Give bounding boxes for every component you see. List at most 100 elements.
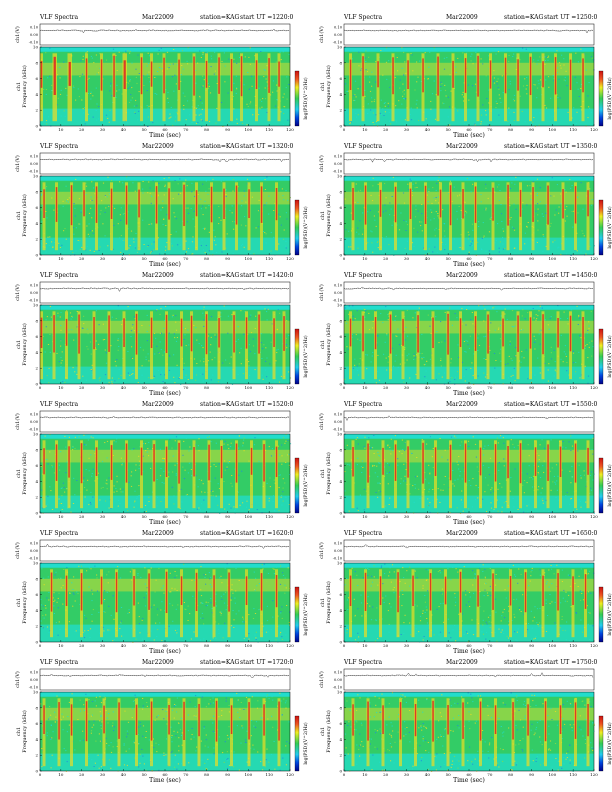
spectrogram-speckle	[526, 225, 528, 227]
spectrogram-speckle	[262, 98, 264, 100]
trace-frame	[39, 23, 291, 46]
spectrogram-speckle	[559, 435, 561, 437]
spectrogram-speckle	[267, 308, 269, 310]
spectrogram-speckle	[488, 467, 490, 469]
spectrogram-speckle	[354, 201, 356, 203]
spectrogram-speckle	[537, 208, 539, 210]
spectrogram-speckle	[252, 338, 254, 340]
spectrogram-speckle	[550, 222, 552, 224]
spectrogram-speckle	[541, 439, 543, 441]
spectrogram-speckle	[470, 55, 472, 57]
spectrogram-speckle	[69, 251, 71, 253]
spectrogram-speckle	[69, 312, 72, 314]
spectrogram-speckle	[357, 201, 359, 203]
spectrogram-speckle	[535, 636, 537, 638]
spectrogram-speckle	[163, 470, 165, 472]
spectrogram-speckle	[264, 232, 266, 234]
spectrogram-speckle	[85, 617, 87, 619]
spectrogram-speckle	[229, 362, 231, 364]
sferic-core	[123, 318, 125, 347]
spectrogram-speckle	[450, 358, 452, 360]
spectrogram-speckle	[147, 192, 149, 194]
spectrogram-speckle	[467, 340, 469, 342]
trace-ylabel: ch1(V)	[318, 155, 325, 172]
sferic-core	[218, 57, 220, 94]
spectrogram-speckle	[270, 341, 272, 343]
spectrogram-speckle	[243, 437, 245, 439]
spectrogram-speckle	[268, 195, 270, 197]
spectrogram-speckle	[60, 339, 62, 341]
y-tick-label: 0	[339, 382, 342, 387]
spectrogram-speckle	[495, 100, 497, 102]
sferic-core	[163, 57, 165, 94]
spectrogram-speckle	[591, 204, 593, 206]
spectrogram-speckle	[56, 104, 58, 106]
spectrogram-speckle	[79, 249, 81, 251]
spectrogram-speckle	[247, 366, 249, 368]
spectrogram-speckle	[101, 200, 103, 202]
spectrogram-speckle	[287, 440, 289, 442]
spectrogram-speckle	[151, 223, 153, 225]
spectrogram-speckle	[165, 89, 167, 91]
spectrogram-speckle	[554, 601, 556, 603]
spectrogram-speckle	[218, 223, 220, 225]
spectrogram-speckle	[509, 344, 511, 346]
spectrogram-speckle	[354, 614, 356, 616]
spectrogram-speckle	[488, 621, 490, 623]
spectrogram-speckle	[544, 572, 546, 574]
spectrogram-speckle	[428, 482, 430, 484]
sferic-core	[110, 188, 113, 219]
spectrogram-speckle	[60, 366, 62, 367]
spectrogram-speckle	[175, 436, 178, 438]
spectrogram-speckle	[582, 631, 584, 633]
spectrogram-speckle	[448, 252, 450, 254]
spectrogram-speckle	[215, 244, 217, 246]
spectrogram-speckle	[526, 77, 528, 79]
spectrogram-speckle	[68, 329, 70, 331]
spectrogram-speckle	[119, 181, 121, 183]
spectrogram-speckle	[284, 577, 286, 579]
spectrogram-speckle	[282, 96, 284, 98]
spectrogram-speckle	[257, 210, 260, 212]
spectrogram-speckle	[500, 249, 502, 251]
spectrogram-speckle	[53, 241, 56, 243]
spectrogram-speckle	[235, 613, 237, 615]
spectrogram-speckle	[184, 328, 186, 330]
spectrogram-speckle	[139, 367, 141, 369]
spectrogram-speckle	[163, 194, 165, 196]
spectrogram-speckle	[265, 233, 267, 235]
spectrogram-speckle	[496, 435, 498, 437]
spectrogram-speckle	[210, 316, 213, 318]
spectrogram-speckle	[461, 361, 463, 363]
spectrogram-speckle	[421, 213, 423, 215]
spectrogram-speckle	[86, 51, 88, 53]
spectrogram-speckle	[159, 448, 161, 450]
spectrogram-speckle	[204, 200, 206, 202]
spectrogram-speckle	[555, 370, 557, 372]
trace-tick-label: -0.10	[333, 41, 343, 45]
spectrogram-speckle	[499, 241, 501, 243]
y-tick-label: 2	[339, 366, 342, 371]
spectrogram-speckle	[350, 238, 352, 240]
spectrogram-speckle	[215, 336, 217, 338]
spectrogram-speckle	[57, 597, 59, 599]
spectrogram-speckle	[171, 447, 173, 449]
spectrogram-speckle	[533, 117, 535, 119]
spectrogram-speckle	[199, 50, 201, 52]
spectrogram-speckle	[93, 62, 95, 64]
spectrogram-speckle	[217, 628, 220, 630]
spectrogram-speckle	[404, 449, 406, 451]
spectrogram-speckle	[40, 194, 42, 196]
spectrogram-speckle	[490, 588, 492, 590]
spectrogram-speckle	[130, 475, 132, 477]
spectrogram-speckle	[590, 471, 593, 473]
spectrogram-speckle	[422, 612, 424, 614]
spectrogram-speckle	[539, 343, 541, 345]
spectrogram-speckle	[423, 364, 425, 366]
spectrogram-speckle	[85, 52, 87, 54]
sferic-core	[517, 59, 519, 91]
spectrogram-speckle	[217, 381, 220, 383]
sferic-core	[78, 314, 80, 354]
spectrogram-speckle	[83, 315, 85, 317]
spectrogram-speckle	[222, 362, 224, 364]
